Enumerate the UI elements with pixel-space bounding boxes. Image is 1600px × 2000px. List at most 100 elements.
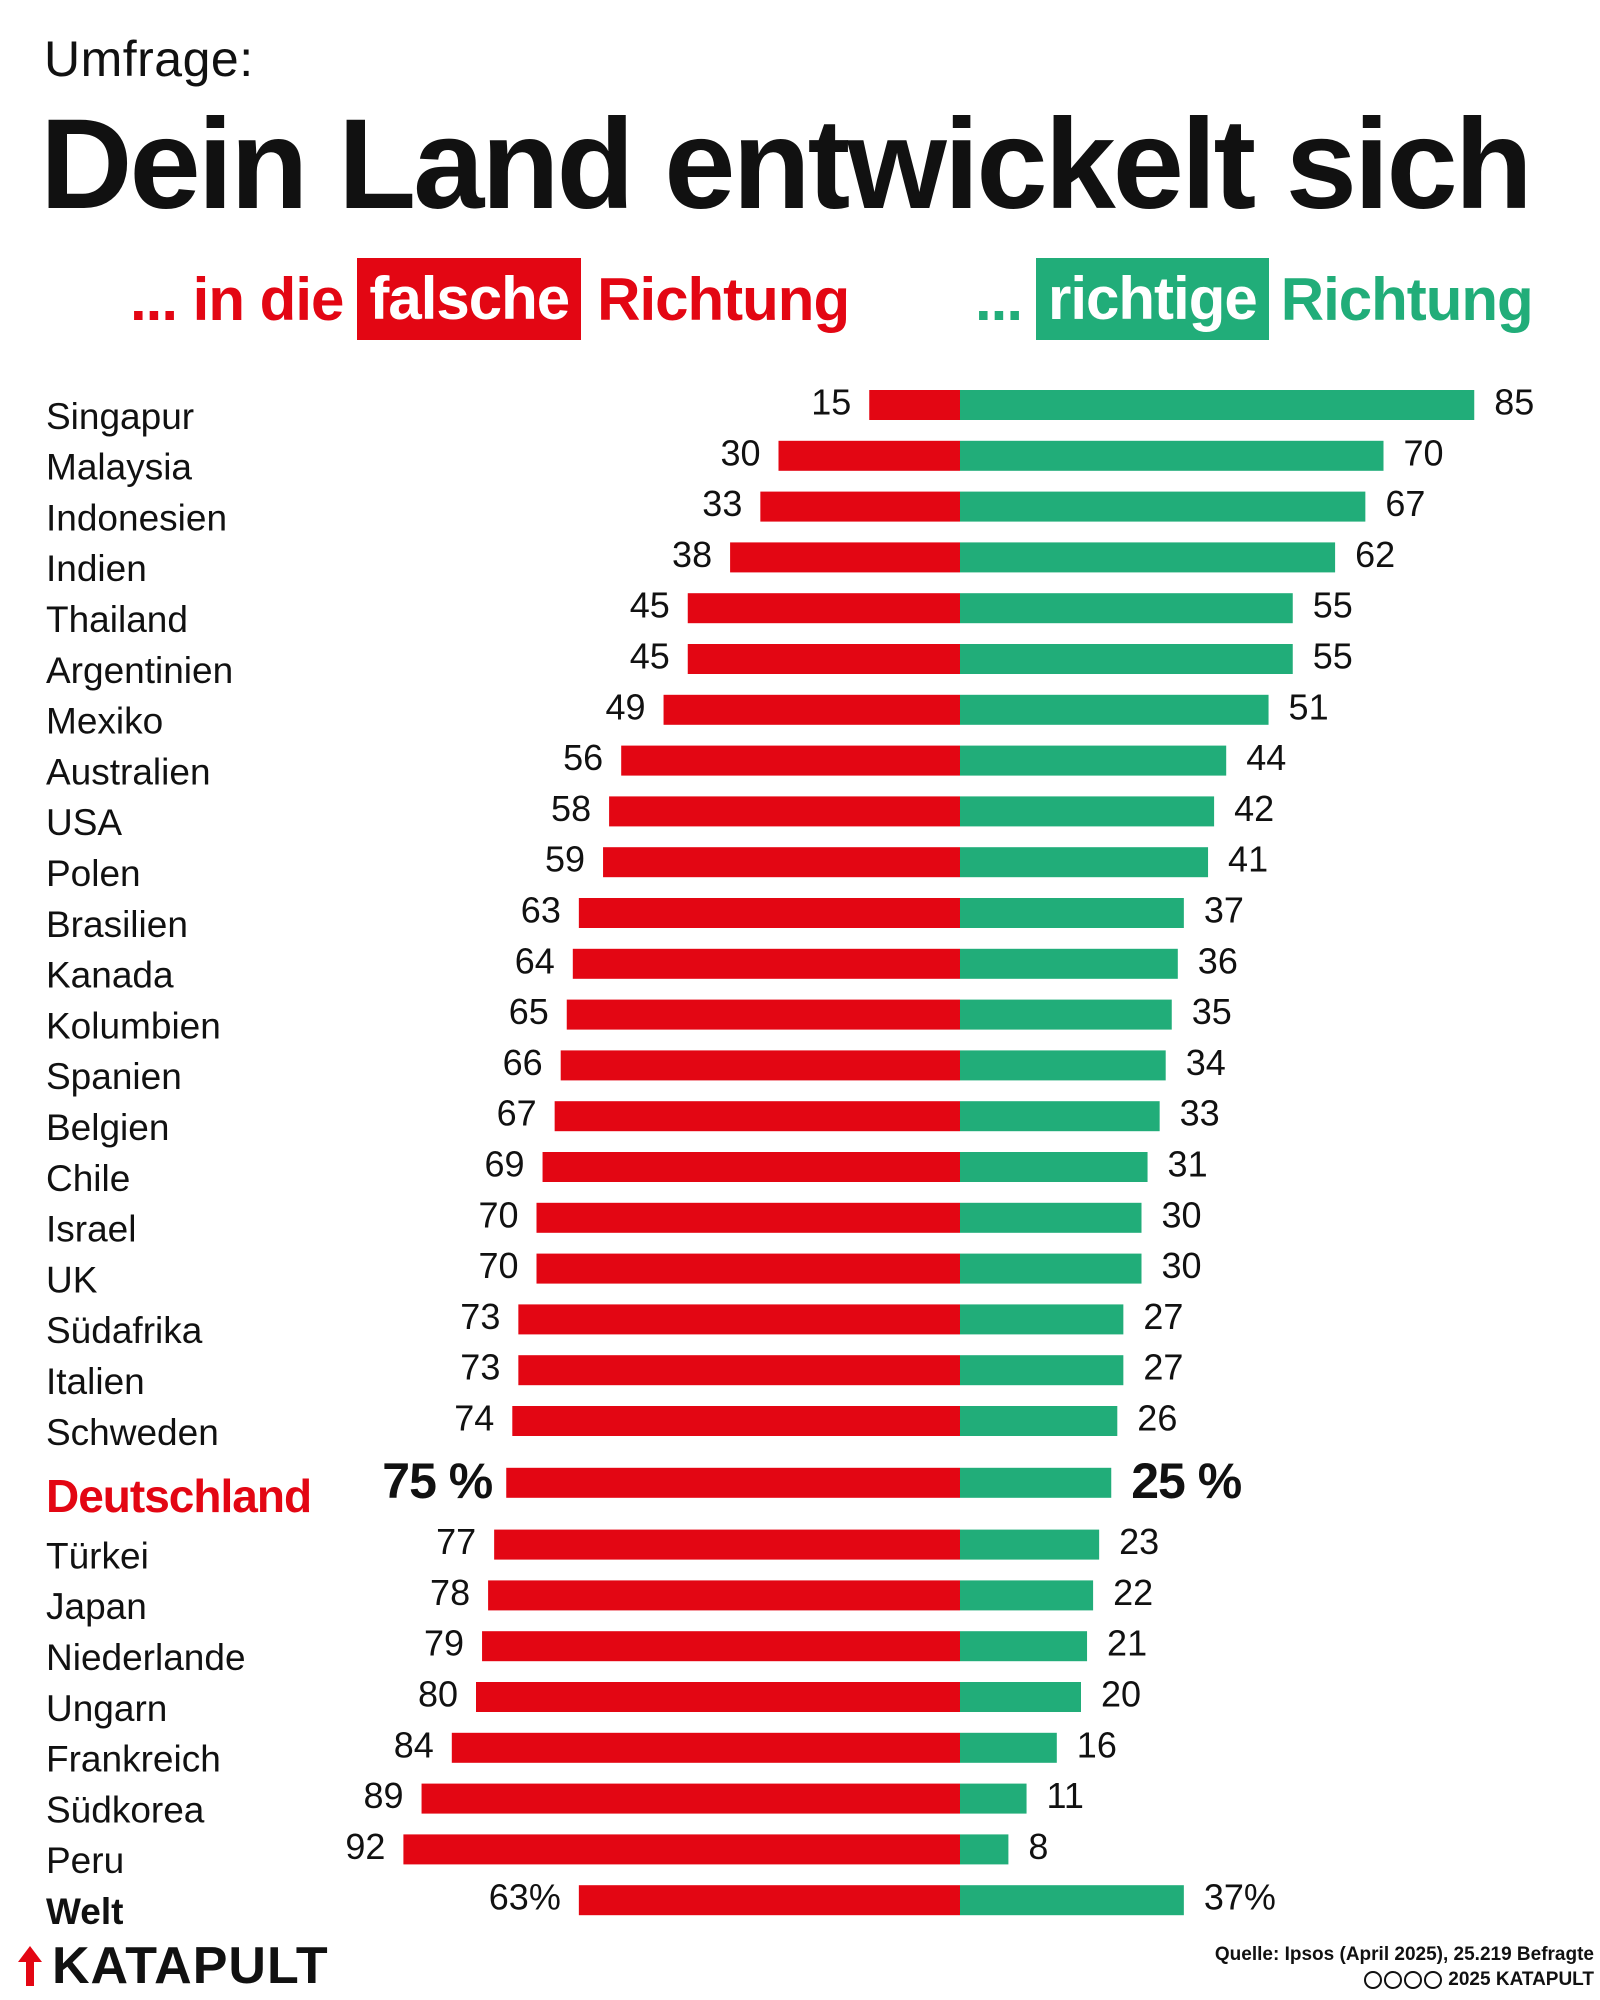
bar-right-direction bbox=[960, 1355, 1124, 1386]
bar-wrong-direction bbox=[560, 1050, 960, 1081]
value-label-wrong: 78 bbox=[430, 1572, 470, 1613]
brand-logo: KATAPULT bbox=[14, 1937, 329, 1995]
bar-right-direction bbox=[960, 542, 1336, 573]
category-label: Polen bbox=[46, 853, 141, 894]
bar-right-direction bbox=[960, 1529, 1100, 1560]
bar-wrong-direction bbox=[869, 390, 960, 420]
value-label-wrong: 49 bbox=[606, 686, 646, 727]
value-label-wrong: 69 bbox=[485, 1144, 525, 1185]
legend-wrong-direction: ... in die falsche Richtung bbox=[130, 258, 850, 340]
bar-wrong-direction bbox=[536, 1202, 960, 1233]
legend-wrong-suffix: Richtung bbox=[597, 265, 850, 333]
bar-wrong-direction bbox=[451, 1732, 960, 1763]
bar-right-direction bbox=[960, 491, 1366, 522]
source-note: Quelle: Ipsos (April 2025), 25.219 Befra… bbox=[1215, 1942, 1594, 1992]
category-label: Kolumbien bbox=[46, 1005, 221, 1046]
category-label: Japan bbox=[46, 1586, 147, 1627]
value-label-right: 30 bbox=[1162, 1245, 1202, 1286]
value-label-right: 11 bbox=[1047, 1775, 1084, 1816]
category-label: Peru bbox=[46, 1840, 124, 1881]
value-label-wrong: 73 bbox=[460, 1296, 500, 1337]
bar-right-direction bbox=[960, 1885, 1184, 1916]
value-label-right: 51 bbox=[1289, 686, 1329, 727]
bar-wrong-direction bbox=[554, 1101, 960, 1132]
value-label-right: 37 bbox=[1204, 890, 1244, 931]
bar-wrong-direction bbox=[687, 644, 960, 674]
value-label-right: 27 bbox=[1143, 1347, 1183, 1388]
bar-right-direction bbox=[960, 694, 1269, 725]
value-label-wrong: 38 bbox=[672, 534, 712, 575]
bar-wrong-direction bbox=[536, 1253, 960, 1284]
category-label: Welt bbox=[46, 1891, 123, 1930]
category-label: Ungarn bbox=[46, 1688, 167, 1729]
value-label-right: 8 bbox=[1028, 1826, 1048, 1867]
bar-wrong-direction bbox=[476, 1682, 960, 1712]
bar-wrong-direction bbox=[578, 898, 960, 928]
value-label-wrong: 89 bbox=[364, 1775, 404, 1816]
value-label-wrong: 30 bbox=[720, 432, 760, 473]
value-label-right: 36 bbox=[1198, 940, 1238, 981]
category-label: Chile bbox=[46, 1158, 130, 1199]
category-label: Indien bbox=[46, 548, 147, 589]
value-label-right: 23 bbox=[1119, 1521, 1159, 1562]
bar-wrong-direction bbox=[578, 1885, 960, 1916]
category-label: Niederlande bbox=[46, 1637, 246, 1678]
value-label-right: 16 bbox=[1077, 1724, 1117, 1765]
value-label-right: 34 bbox=[1186, 1042, 1226, 1083]
value-label-wrong: 64 bbox=[515, 940, 555, 981]
bar-right-direction bbox=[960, 1253, 1142, 1284]
value-label-wrong: 59 bbox=[545, 839, 585, 880]
bar-wrong-direction bbox=[482, 1631, 960, 1662]
legend-wrong-prefix: ... in die bbox=[130, 265, 344, 333]
bar-right-direction bbox=[960, 898, 1184, 928]
category-label: Indonesien bbox=[46, 497, 227, 538]
value-label-right: 70 bbox=[1404, 432, 1444, 473]
value-label-wrong: 63 bbox=[521, 890, 561, 931]
category-label: Argentinien bbox=[46, 650, 233, 691]
bar-right-direction bbox=[960, 644, 1293, 674]
bar-wrong-direction bbox=[512, 1406, 960, 1436]
category-label: Deutschland bbox=[46, 1470, 311, 1522]
value-label-right: 41 bbox=[1228, 839, 1268, 880]
bar-right-direction bbox=[960, 440, 1384, 471]
category-label: Israel bbox=[46, 1209, 136, 1250]
value-label-wrong: 77 bbox=[436, 1521, 476, 1562]
bar-wrong-direction bbox=[730, 542, 960, 573]
bar-wrong-direction bbox=[518, 1304, 960, 1335]
bar-wrong-direction bbox=[518, 1355, 960, 1386]
value-label-wrong: 92 bbox=[345, 1826, 385, 1867]
value-label-right: 85 bbox=[1494, 382, 1534, 423]
bar-right-direction bbox=[960, 1101, 1160, 1132]
bar-right-direction bbox=[960, 948, 1178, 979]
bar-right-direction bbox=[960, 1732, 1057, 1763]
bar-right-direction bbox=[960, 1406, 1118, 1436]
value-label-right: 31 bbox=[1168, 1144, 1208, 1185]
category-label: Türkei bbox=[46, 1535, 149, 1576]
bar-wrong-direction bbox=[506, 1467, 960, 1498]
katapult-logo-icon bbox=[18, 1946, 42, 1986]
bar-right-direction bbox=[960, 796, 1215, 827]
bar-right-direction bbox=[960, 999, 1172, 1030]
chart-kicker: Umfrage: bbox=[44, 31, 254, 87]
category-label: Südkorea bbox=[46, 1789, 205, 1830]
category-label: Australien bbox=[46, 751, 211, 792]
category-label: Malaysia bbox=[46, 447, 192, 488]
bar-right-direction bbox=[960, 1152, 1148, 1182]
bar-wrong-direction bbox=[603, 847, 960, 878]
category-label: Frankreich bbox=[46, 1739, 221, 1780]
value-label-right: 20 bbox=[1101, 1674, 1141, 1715]
diverging-bar-chart: Singapur 15 85 Malaysia 30 70 Indonesien 33 67 In… bbox=[46, 382, 1534, 1930]
category-label: Belgien bbox=[46, 1107, 169, 1148]
bar-right-direction bbox=[960, 1631, 1088, 1662]
value-label-right: 33 bbox=[1180, 1093, 1220, 1134]
value-label-wrong: 70 bbox=[478, 1245, 518, 1286]
category-label: Mexiko bbox=[46, 701, 163, 742]
bar-right-direction bbox=[960, 1682, 1081, 1712]
value-label-wrong: 70 bbox=[478, 1194, 518, 1235]
bar-right-direction bbox=[960, 1783, 1027, 1814]
bar-wrong-direction bbox=[421, 1783, 960, 1814]
value-label-wrong: 45 bbox=[630, 585, 670, 626]
value-label-wrong: 75 % bbox=[382, 1453, 493, 1509]
bar-wrong-direction bbox=[572, 948, 960, 979]
bar-wrong-direction bbox=[494, 1529, 960, 1560]
